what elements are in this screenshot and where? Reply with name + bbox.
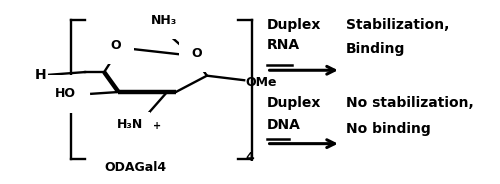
Text: O: O (191, 47, 202, 60)
Text: ODAGal4: ODAGal4 (104, 161, 166, 174)
Text: OMe: OMe (245, 76, 276, 89)
Text: No binding: No binding (346, 122, 430, 136)
Text: NH₃: NH₃ (151, 14, 177, 27)
Text: +: + (155, 5, 163, 15)
Text: Binding: Binding (346, 42, 405, 56)
Text: RNA: RNA (266, 38, 300, 52)
Text: H₃N: H₃N (118, 118, 144, 131)
Text: Duplex: Duplex (266, 18, 321, 32)
Text: H: H (35, 68, 46, 82)
Text: HO: HO (54, 87, 76, 100)
Text: Stabilization,: Stabilization, (346, 18, 449, 32)
Text: O: O (111, 39, 122, 52)
Text: +: + (154, 121, 162, 131)
Text: Duplex: Duplex (266, 96, 321, 110)
Text: DNA: DNA (266, 118, 300, 132)
Text: No stabilization,: No stabilization, (346, 96, 474, 110)
Text: 4: 4 (246, 151, 254, 164)
